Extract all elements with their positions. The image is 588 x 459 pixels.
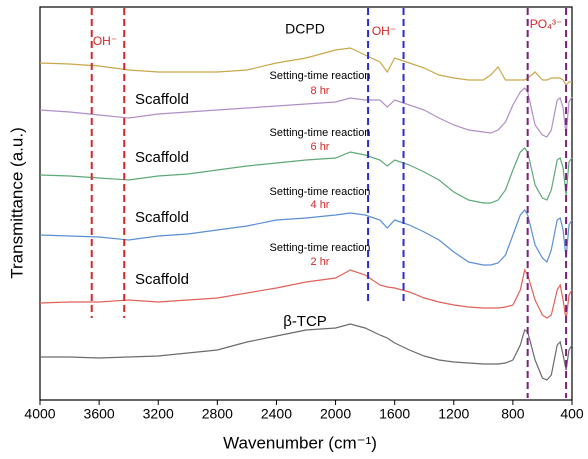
x-tick-label: 3600 xyxy=(84,406,115,422)
annotation: Scaffold xyxy=(135,149,189,166)
annotation: Scaffold xyxy=(135,271,189,288)
annotation: Setting-time reaction xyxy=(270,242,371,254)
spectrum-line xyxy=(39,47,572,86)
x-tick-label: 400 xyxy=(560,406,584,422)
spectrum-line xyxy=(39,268,573,321)
annotation: β-TCP xyxy=(283,313,327,330)
x-tick-label: 800 xyxy=(501,406,525,422)
annotation: Setting-time reaction xyxy=(270,70,371,82)
x-tick-label: 2800 xyxy=(202,406,233,422)
spectrum-line xyxy=(39,208,573,266)
spectrum-line xyxy=(39,147,573,204)
annotation: OH⁻ xyxy=(93,34,117,48)
annotation: Scaffold xyxy=(135,91,189,108)
spectrum-line xyxy=(39,87,573,138)
plot-frame xyxy=(39,6,573,401)
annotation: OH⁻ xyxy=(372,24,396,38)
annotation: Setting-time reaction xyxy=(270,186,371,198)
annotation: 8 hr xyxy=(311,85,330,97)
annotation: PO₄³⁻ xyxy=(530,17,563,31)
x-tick-label: 4000 xyxy=(24,406,55,422)
y-axis-label: Transmittance (a.u.) xyxy=(7,127,26,278)
annotation: 6 hr xyxy=(311,141,330,153)
annotation: DCPD xyxy=(285,21,325,37)
x-tick-label: 1600 xyxy=(379,406,410,422)
annotation: 4 hr xyxy=(311,199,330,211)
annotation: Setting-time reaction xyxy=(270,127,371,139)
spectrum-line xyxy=(40,323,573,381)
x-tick-label: 2000 xyxy=(320,406,351,422)
annotation: Scaffold xyxy=(135,209,189,226)
x-axis-label: Wavenumber (cm⁻¹) xyxy=(223,433,377,452)
x-tick-label: 2400 xyxy=(261,406,292,422)
annotation: 2 hr xyxy=(311,256,330,268)
x-tick-label: 3200 xyxy=(143,406,174,422)
x-tick-label: 1200 xyxy=(438,406,469,422)
